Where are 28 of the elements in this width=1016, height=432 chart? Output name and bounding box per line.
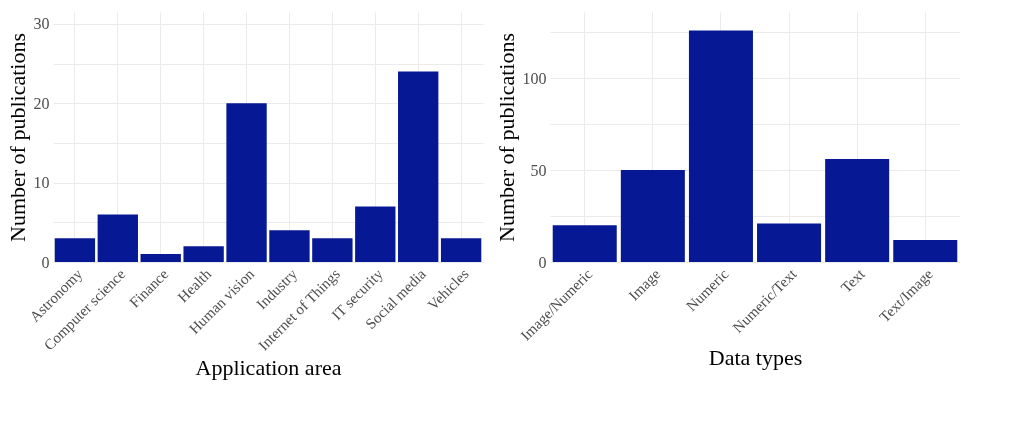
- y-tick-label: 0: [538, 253, 547, 271]
- y-tick-label: 10: [33, 174, 50, 192]
- x-axis-title: Data types: [708, 344, 803, 370]
- bar: [312, 238, 353, 262]
- y-tick-label: 0: [41, 253, 50, 271]
- bar: [825, 159, 890, 262]
- y-tick-label: 30: [33, 15, 50, 33]
- y-tick-label: 100: [522, 69, 547, 87]
- y-axis-title: Number of publications: [493, 33, 519, 242]
- bar: [355, 206, 396, 262]
- y-tick-label: 50: [530, 161, 547, 179]
- bar: [552, 225, 617, 262]
- bar: [398, 71, 439, 262]
- bar: [97, 214, 138, 262]
- bar: [688, 30, 753, 262]
- bar: [140, 254, 181, 262]
- y-tick-label: 20: [33, 94, 50, 112]
- bar: [440, 238, 482, 262]
- bar: [620, 170, 685, 262]
- bar: [54, 238, 96, 262]
- x-axis-title: Application area: [195, 354, 342, 380]
- y-axis-title: Number of publications: [4, 33, 30, 242]
- bar: [269, 230, 310, 262]
- bar: [757, 223, 822, 262]
- bar: [893, 239, 958, 262]
- bar: [226, 103, 267, 262]
- x-tick-label: Text: [837, 265, 869, 296]
- bar: [183, 246, 224, 262]
